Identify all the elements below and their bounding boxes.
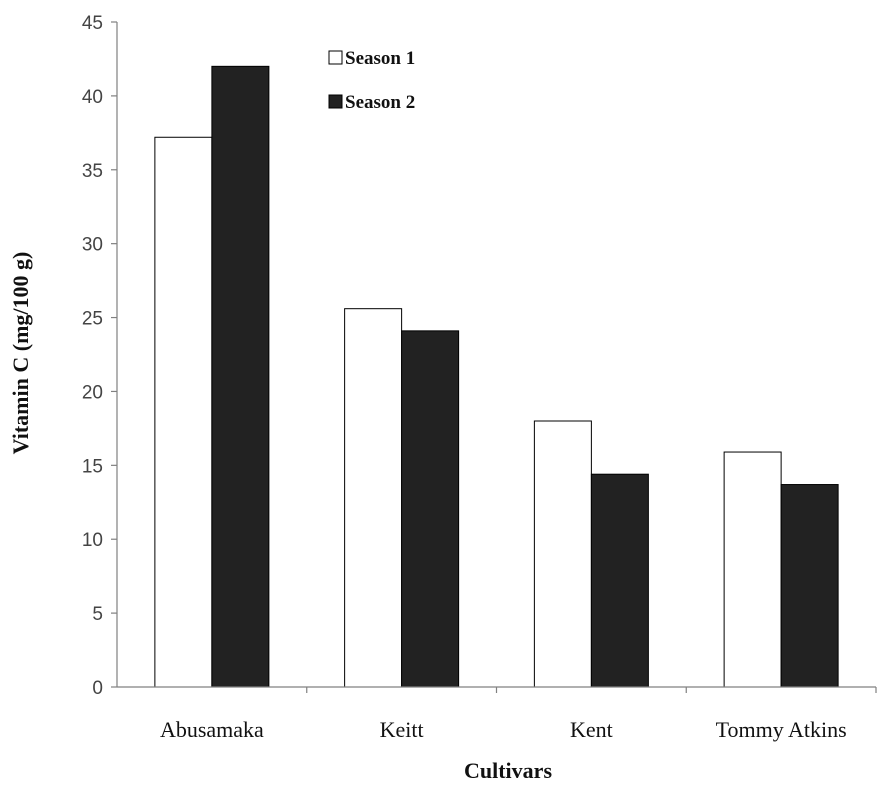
- bar-tommy-atkins-season-1: [723, 451, 782, 688]
- x-tick-label: Tommy Atkins: [716, 717, 847, 742]
- x-tick-label: Kent: [570, 717, 613, 742]
- bar-abusamaka-season-2: [211, 65, 270, 688]
- bar-keitt-season-2: [401, 330, 460, 688]
- x-axis-title: Cultivars: [464, 758, 552, 783]
- x-tick-label: Abusamaka: [160, 717, 264, 742]
- legend-swatch-season-1: [328, 50, 343, 65]
- y-tick-label: 15: [82, 456, 103, 477]
- bar-kent-season-2: [590, 473, 649, 688]
- y-tick-label: 20: [82, 382, 103, 403]
- bar-tommy-atkins-season-2: [780, 484, 839, 688]
- y-tick-label: 5: [92, 604, 103, 625]
- y-axis-title: Vitamin C (mg/100 g): [8, 252, 33, 455]
- legend-swatch-season-2: [328, 94, 343, 109]
- legend-label-season-1: Season 1: [345, 48, 415, 69]
- x-tick-label: Keitt: [380, 717, 424, 742]
- y-tick-label: 45: [82, 13, 103, 34]
- bar-abusamaka-season-1: [154, 136, 213, 688]
- y-tick-label: 0: [92, 678, 103, 699]
- y-tick-label: 30: [82, 235, 103, 256]
- legend: Season 1 Season 2: [328, 48, 415, 113]
- y-tick-label: 10: [82, 530, 103, 551]
- y-axis-ticks: 0 5 10 15 20 25 30 35 40 45: [82, 13, 117, 699]
- y-tick-label: 25: [82, 309, 103, 330]
- bars: [154, 65, 839, 688]
- y-tick-label: 40: [82, 87, 103, 108]
- y-tick-label: 35: [82, 161, 103, 182]
- x-axis-ticks: Abusamaka Keitt Kent Tommy Atkins: [160, 687, 877, 742]
- legend-label-season-2: Season 2: [345, 92, 415, 113]
- bar-kent-season-1: [533, 420, 592, 688]
- bar-keitt-season-1: [344, 308, 403, 688]
